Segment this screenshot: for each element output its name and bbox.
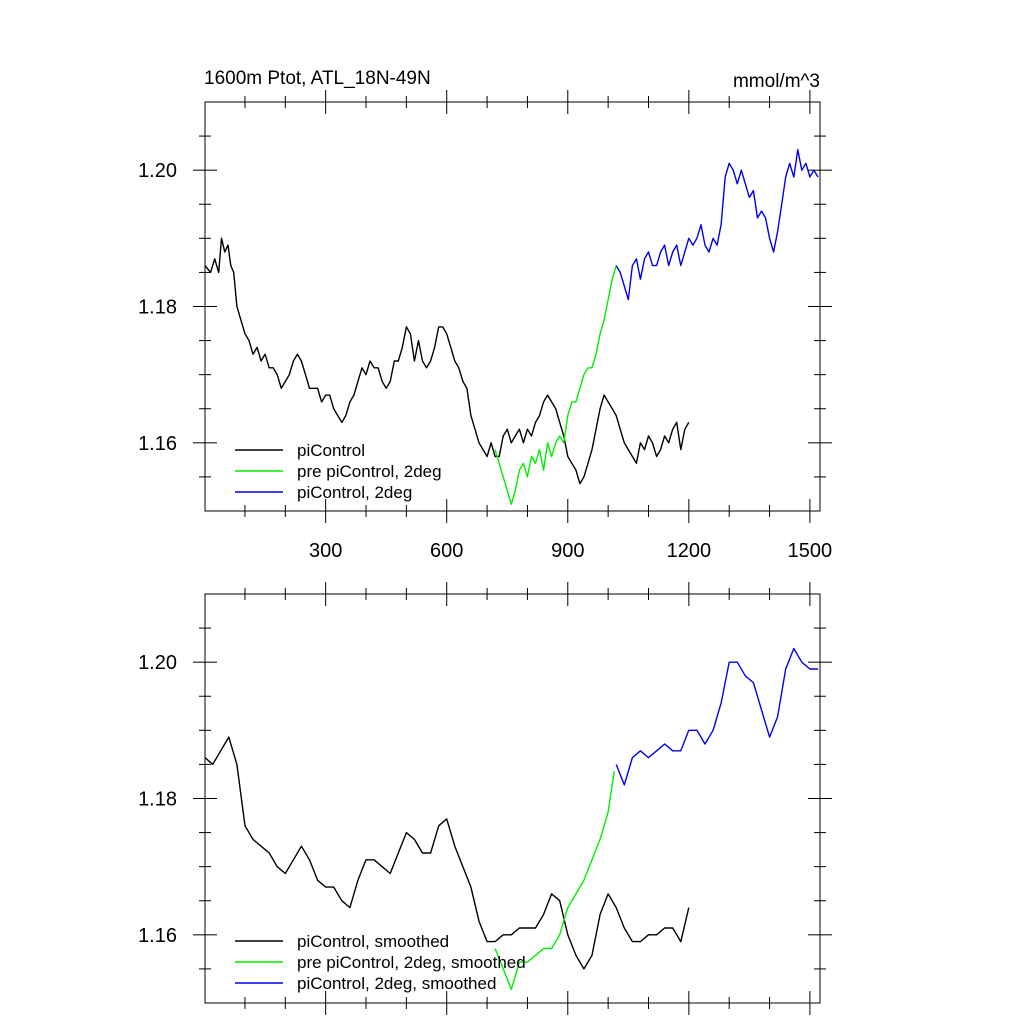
series-line-3 xyxy=(615,647,818,786)
series-line-2 xyxy=(494,265,617,505)
series-line-3 xyxy=(615,148,819,301)
y-tick-label: 1.20 xyxy=(138,652,177,674)
y-tick-label: 1.20 xyxy=(138,160,177,182)
unit-label: mmol/m^3 xyxy=(733,71,820,92)
legend-label: piControl, 2deg, smoothed xyxy=(297,974,496,993)
y-tick-label: 1.18 xyxy=(138,789,177,811)
x-tick-label: 900 xyxy=(551,540,584,562)
y-tick-label: 1.16 xyxy=(138,925,177,947)
x-tick-label: 300 xyxy=(309,540,342,562)
legend-label: pre piControl, 2deg, smoothed xyxy=(297,953,526,972)
series-line-1 xyxy=(205,237,690,485)
legend-label: piControl, smoothed xyxy=(297,932,449,951)
y-tick-label: 1.16 xyxy=(138,433,177,455)
chart-title: 1600m Ptot, ATL_18N-49N xyxy=(204,68,431,89)
legend-label: piControl, 2deg xyxy=(297,483,412,502)
y-tick-label: 1.18 xyxy=(138,297,177,319)
series-line-2 xyxy=(494,771,615,991)
x-tick-label: 600 xyxy=(430,540,463,562)
legend-label: piControl xyxy=(297,441,365,460)
legend-label: pre piControl, 2deg xyxy=(297,462,442,481)
x-tick-label: 1500 xyxy=(788,540,833,562)
bottom-panel: 1.16 1.18 1.20 piControl, smoothed pre piCon… xyxy=(138,582,832,1015)
series-line-1 xyxy=(205,736,690,970)
top-panel: 300 600 900 1200 1500 1.16 1.18 1.20 piControl pr… xyxy=(138,90,832,562)
x-tick-label: 1200 xyxy=(667,540,712,562)
